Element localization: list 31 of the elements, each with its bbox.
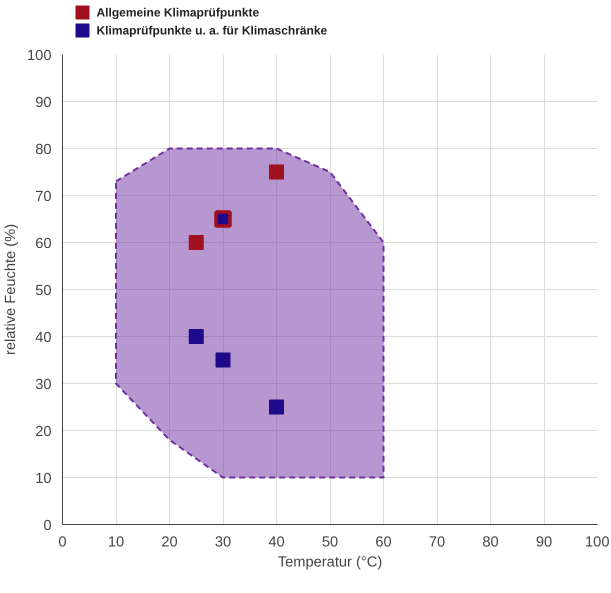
point	[269, 400, 284, 414]
x-tick-label: 90	[536, 534, 552, 550]
legend-label: Allgemeine Klimaprüfpunkte	[96, 6, 260, 20]
x-axis-title: Temperatur (°C)	[278, 554, 382, 570]
y-tick-label: 90	[35, 95, 52, 111]
y-tick-label: 60	[35, 236, 52, 252]
x-tick-label: 60	[375, 534, 392, 550]
point	[188, 329, 204, 344]
point	[269, 164, 284, 180]
y-tick-label: 20	[35, 424, 52, 440]
x-tick-label: 80	[482, 534, 499, 550]
x-tick-label: 30	[214, 534, 232, 550]
x-tick-label: 20	[161, 534, 178, 550]
x-tick-label: 0	[58, 534, 67, 550]
x-tick-label: 10	[108, 534, 124, 550]
y-tick-label: 40	[35, 330, 52, 346]
x-tick-label: 40	[268, 534, 285, 550]
x-tick-label: 50	[322, 534, 338, 550]
y-tick-label: 10	[35, 471, 52, 487]
y-tick-label: 100	[27, 48, 52, 64]
y-tick-label: 30	[35, 377, 52, 393]
y-tick-label: 0	[43, 518, 52, 534]
point	[216, 352, 230, 368]
x-tick-label: 100	[585, 534, 610, 550]
point	[188, 235, 204, 250]
y-axis-title: relative Feuchte (%)	[3, 224, 20, 356]
y-tick-label: 80	[35, 142, 52, 158]
legend-label: Klimaprüfpunkte u. a. für Klimaschränke	[96, 24, 328, 38]
y-tick-label: 50	[35, 283, 52, 299]
y-tick-label: 70	[35, 189, 52, 205]
x-tick-label: 70	[428, 534, 446, 550]
